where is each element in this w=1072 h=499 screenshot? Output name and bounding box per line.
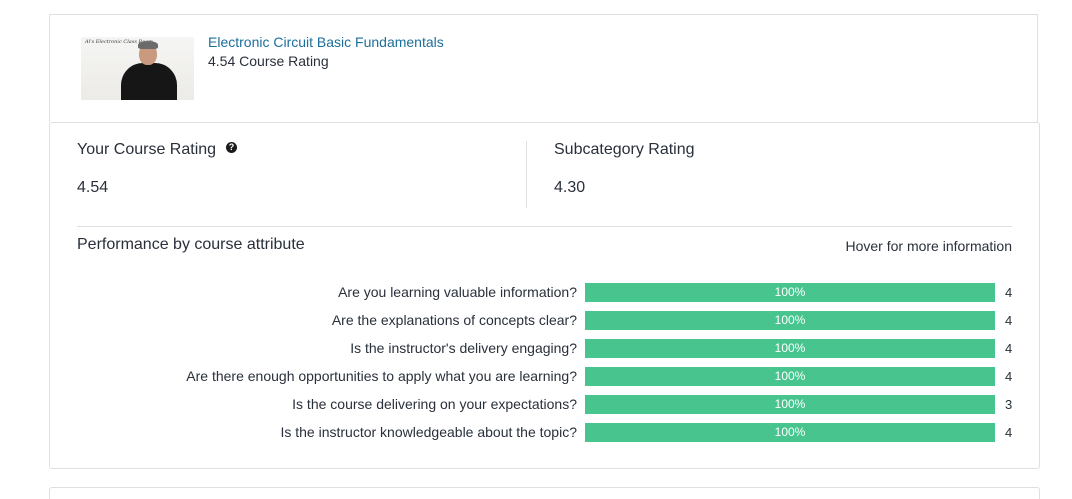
- attribute-question: Are you learning valuable information?: [338, 284, 577, 300]
- attribute-row[interactable]: Are the explanations of concepts clear? 1…: [50, 311, 1039, 330]
- thumbnail-caption: Al's Electronic Class Room: [85, 39, 154, 45]
- course-title-link[interactable]: Electronic Circuit Basic Fundamentals: [208, 34, 444, 50]
- course-thumbnail[interactable]: Al's Electronic Class Room: [81, 37, 194, 100]
- attribute-response-count: 4: [1005, 285, 1013, 300]
- attribute-response-count: 4: [1005, 369, 1013, 384]
- attribute-row[interactable]: Are you learning valuable information? 10…: [50, 283, 1039, 302]
- attribute-bar-fill: [585, 339, 995, 358]
- hover-info-hint: Hover for more information: [845, 238, 1012, 254]
- attribute-question: Is the instructor knowledgeable about th…: [280, 424, 577, 440]
- attribute-row[interactable]: Are there enough opportunities to apply …: [50, 367, 1039, 386]
- attribute-bar[interactable]: 100%: [585, 367, 995, 386]
- attribute-question: Are the explanations of concepts clear?: [331, 312, 577, 328]
- attribute-response-count: 4: [1005, 425, 1013, 440]
- rating-stats-card: Your Course Rating ? 4.54 Subcategory Ra…: [49, 122, 1040, 469]
- performance-title: Performance by course attribute: [77, 236, 305, 253]
- attribute-response-count: 4: [1005, 313, 1013, 328]
- attribute-bar-fill: [585, 395, 995, 414]
- instructor-figure-hair: [138, 41, 158, 49]
- attribute-percent-label: 100%: [774, 341, 806, 355]
- attribute-row[interactable]: Is the course delivering on your expecta…: [50, 395, 1039, 414]
- vertical-divider: [526, 141, 527, 208]
- attribute-percent-label: 100%: [774, 369, 806, 383]
- subcategory-rating-label: Subcategory Rating: [554, 141, 695, 158]
- horizontal-divider: [77, 226, 1012, 227]
- subcategory-rating-value: 4.30: [554, 179, 586, 196]
- attribute-bar[interactable]: 100%: [585, 311, 995, 330]
- attribute-percent-label: 100%: [774, 313, 806, 327]
- next-card: [49, 487, 1040, 499]
- attribute-bar[interactable]: 100%: [585, 395, 995, 414]
- attribute-percent-label: 100%: [774, 425, 806, 439]
- attribute-bar-fill: [585, 283, 995, 302]
- attribute-row[interactable]: Is the instructor knowledgeable about th…: [50, 423, 1039, 442]
- attribute-row[interactable]: Is the instructor's delivery engaging? 10…: [50, 339, 1039, 358]
- attribute-bar-fill: [585, 423, 995, 442]
- attribute-percent-label: 100%: [774, 397, 806, 411]
- attribute-response-count: 3: [1005, 397, 1013, 412]
- your-course-rating-value: 4.54: [77, 179, 109, 196]
- attribute-percent-label: 100%: [774, 285, 806, 299]
- attribute-question: Are there enough opportunities to apply …: [186, 368, 577, 384]
- attribute-bar-fill: [585, 311, 995, 330]
- attribute-bar[interactable]: 100%: [585, 283, 995, 302]
- attribute-bar[interactable]: 100%: [585, 339, 995, 358]
- attribute-bar[interactable]: 100%: [585, 423, 995, 442]
- attribute-question: Is the instructor's delivery engaging?: [350, 340, 577, 356]
- your-course-rating-label: Your Course Rating: [77, 141, 217, 158]
- attribute-question: Is the course delivering on your expecta…: [292, 396, 577, 412]
- attribute-bar-fill: [585, 367, 995, 386]
- instructor-figure-body: [121, 63, 177, 100]
- question-circle-icon[interactable]: ?: [226, 142, 237, 153]
- attribute-response-count: 4: [1005, 341, 1013, 356]
- course-card: Al's Electronic Class Room Electronic Ci…: [49, 14, 1038, 122]
- course-rating-text: 4.54 Course Rating: [208, 53, 329, 69]
